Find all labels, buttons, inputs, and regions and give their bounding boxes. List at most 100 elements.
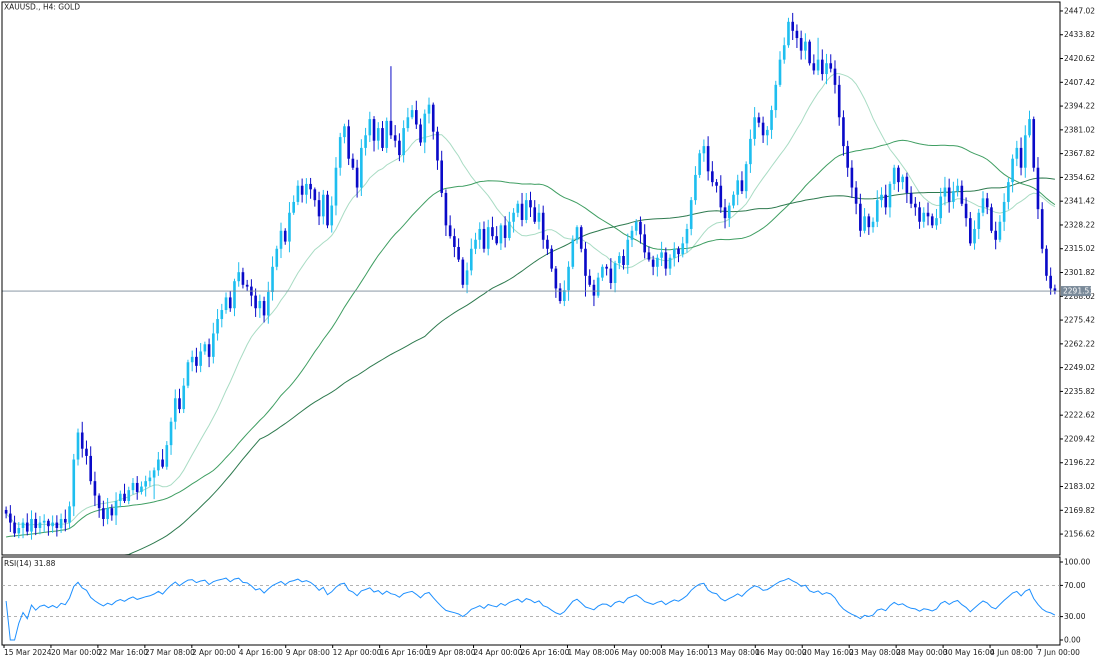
candle-body — [465, 270, 469, 285]
time-tick-label: 22 Mar 16:00 — [98, 648, 148, 657]
candle-body — [55, 522, 59, 528]
candle-body — [271, 266, 274, 293]
candle-body — [254, 295, 257, 309]
candle-body — [431, 104, 435, 132]
candle-body — [25, 522, 29, 532]
candle-body — [140, 486, 143, 492]
time-tick-label: 6 May 00:00 — [614, 648, 661, 657]
price-axis[interactable]: 2447.02 2433.82 2420.62 2407.42 2394.22 2381.… — [1060, 6, 1095, 539]
candle-body — [355, 167, 359, 188]
current-price-tag: 2291.53 — [1061, 286, 1094, 297]
candle-body — [880, 194, 883, 201]
candle-body — [296, 185, 300, 202]
candle-body — [833, 68, 837, 85]
price-tick-label: 2222.62 — [1064, 411, 1095, 420]
candle-body — [419, 124, 422, 143]
candle-body — [207, 344, 211, 357]
price-tick-label: 2301.82 — [1064, 268, 1095, 277]
candle-body — [736, 180, 740, 195]
rsi-panel[interactable] — [2, 577, 1060, 641]
candle-body — [300, 185, 304, 195]
price-tick-label: 2169.82 — [1064, 506, 1095, 515]
candle-body — [360, 147, 363, 188]
candle-body — [1036, 167, 1040, 210]
candle-body — [630, 230, 634, 240]
candle-body — [343, 126, 346, 138]
candle-body — [871, 221, 875, 228]
candle-body — [791, 21, 795, 31]
candle-body — [17, 527, 21, 534]
candle-body — [529, 200, 532, 208]
candle-body — [968, 218, 972, 244]
candle-body — [30, 518, 33, 532]
candle-body — [499, 225, 503, 244]
candle-body — [677, 248, 680, 255]
rsi-axis[interactable]: 100.00 70.00 30.00 0.00 — [1060, 558, 1090, 645]
candle-body — [1015, 147, 1019, 159]
candle-body — [901, 176, 904, 183]
rsi-tick-label: 100.00 — [1064, 558, 1090, 567]
candle-body — [685, 228, 689, 244]
candle-body — [812, 63, 816, 71]
candle-body — [385, 120, 389, 148]
candle-body — [914, 203, 917, 208]
candle-body — [195, 356, 198, 366]
price-panel[interactable] — [4, 12, 1057, 555]
candle-body — [241, 272, 245, 285]
candle-body — [698, 153, 701, 175]
candle-body — [59, 518, 63, 528]
candle-body — [453, 236, 456, 247]
candle-body — [436, 131, 439, 161]
candle-body — [778, 59, 782, 85]
candle-body — [964, 203, 968, 219]
candle-body — [930, 216, 934, 226]
candle-body — [795, 30, 799, 39]
candle-body — [326, 194, 329, 226]
time-tick-label: 23 May 08:00 — [849, 648, 901, 657]
candle-body — [884, 194, 888, 208]
candle-body — [588, 275, 592, 285]
candle-body — [423, 113, 427, 143]
candle-body — [114, 500, 118, 516]
candle-body — [110, 508, 114, 516]
candle-body — [935, 218, 938, 226]
price-tick-label: 2196.22 — [1064, 458, 1095, 467]
candle-body — [956, 185, 959, 192]
candle-body — [973, 228, 976, 244]
candle-body — [440, 160, 444, 193]
time-tick-label: 16 May 00:00 — [755, 648, 807, 657]
candle-body — [85, 448, 88, 456]
candle-body — [80, 432, 84, 449]
candle-body — [524, 200, 528, 220]
candle-body — [825, 63, 828, 75]
candle-body — [584, 248, 587, 276]
candle-body — [854, 187, 858, 204]
rsi-tick-label: 0.00 — [1064, 636, 1081, 645]
candle-body — [381, 128, 384, 148]
candle-body — [461, 259, 465, 285]
candle-body — [643, 234, 646, 253]
candle-body — [875, 200, 879, 222]
time-tick-label: 2 Apr 00:00 — [192, 648, 236, 657]
candle-body — [258, 301, 262, 309]
rsi-line — [5, 577, 1056, 641]
candle-body — [829, 63, 833, 69]
candle-body — [478, 228, 482, 240]
candle-body — [482, 228, 486, 249]
time-tick-label: 9 Apr 08:00 — [286, 648, 330, 657]
candle-body — [660, 252, 663, 258]
candle-body — [850, 167, 854, 188]
candle-body — [364, 135, 367, 148]
candle-body — [275, 248, 279, 267]
candle-body — [283, 230, 287, 242]
candle-body — [558, 288, 562, 302]
candle-body — [998, 221, 1002, 240]
candle-body — [808, 41, 811, 64]
candle-body — [173, 398, 177, 422]
price-tick-label: 2367.82 — [1064, 149, 1095, 158]
candle-body — [9, 513, 12, 523]
candle-body — [1053, 288, 1057, 292]
candle-body — [1023, 135, 1027, 168]
candle-body — [444, 192, 448, 226]
